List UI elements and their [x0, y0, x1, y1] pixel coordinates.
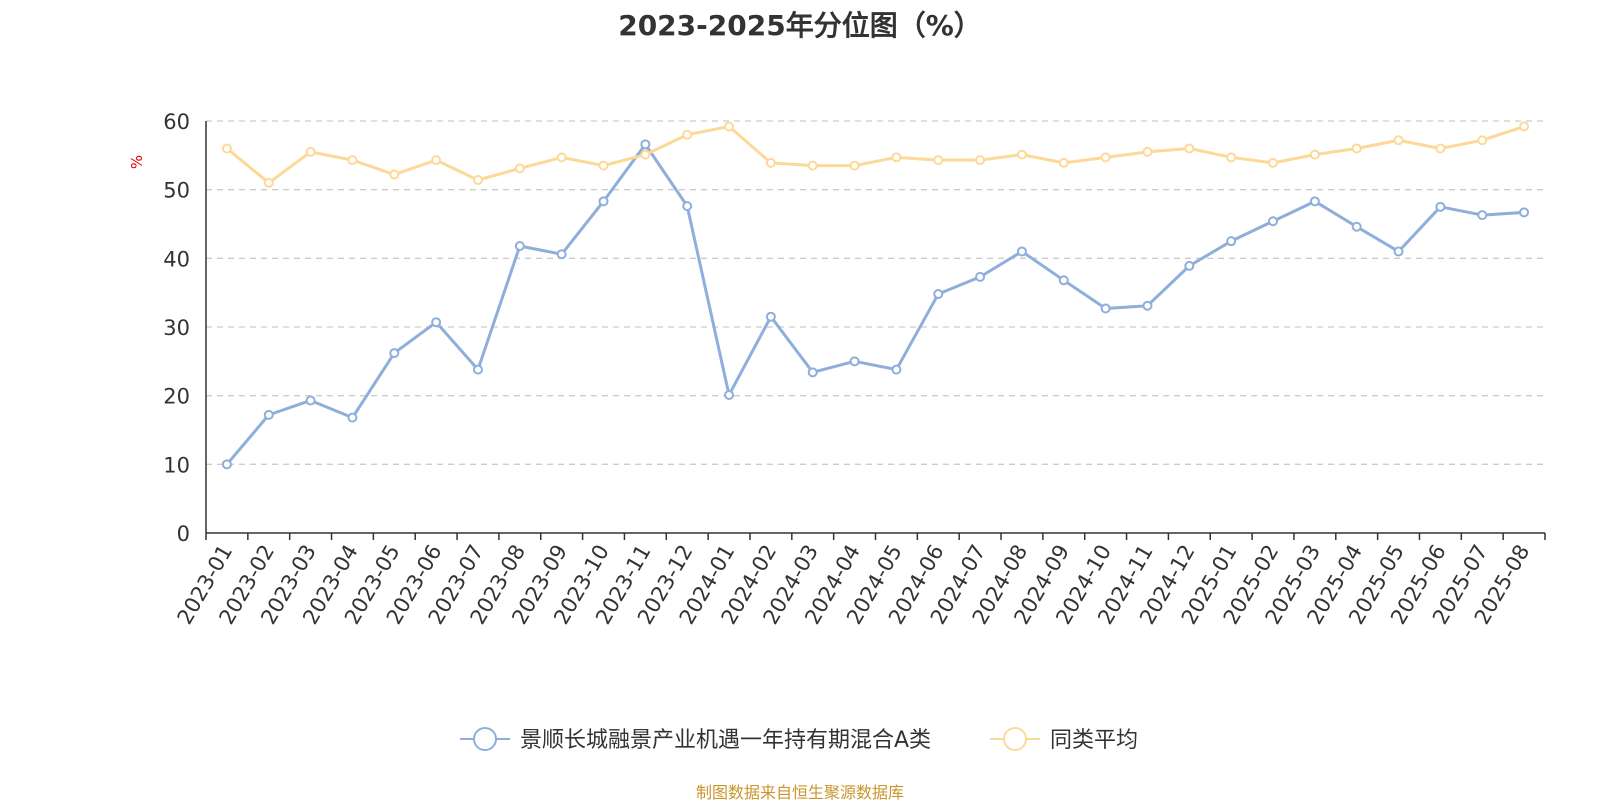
- data-point[interactable]: [682, 201, 693, 212]
- source-note: 制图数据来自恒生聚源数据库: [695, 783, 904, 802]
- data-point[interactable]: [891, 364, 902, 375]
- data-point[interactable]: [1268, 157, 1279, 168]
- data-point[interactable]: [1142, 300, 1153, 311]
- data-point[interactable]: [1058, 275, 1069, 286]
- data-point[interactable]: [765, 157, 776, 168]
- data-point[interactable]: [1519, 121, 1530, 132]
- data-point[interactable]: [1519, 207, 1530, 218]
- data-point[interactable]: [933, 155, 944, 166]
- data-point[interactable]: [1226, 236, 1237, 247]
- data-point[interactable]: [1142, 146, 1153, 157]
- data-point[interactable]: [221, 143, 232, 154]
- data-point[interactable]: [807, 160, 818, 171]
- data-point[interactable]: [389, 348, 400, 359]
- y-tick-label: 50: [163, 179, 190, 203]
- series-2: [221, 121, 1530, 188]
- data-point[interactable]: [472, 364, 483, 375]
- y-tick-labels: 0 10 20 30 40 50 60: [163, 110, 190, 546]
- legend-label: 景顺长城融景产业机遇一年持有期混合A类: [520, 728, 931, 753]
- y-tick-label: 60: [163, 110, 190, 134]
- data-point[interactable]: [347, 155, 358, 166]
- y-tick-label: 30: [163, 316, 190, 340]
- y-tick-label: 40: [163, 247, 190, 271]
- legend[interactable]: 景顺长城融景产业机遇一年持有期混合A类 同类平均: [460, 727, 1138, 753]
- data-point[interactable]: [347, 412, 358, 423]
- data-point[interactable]: [431, 155, 442, 166]
- legend-label: 同类平均: [1050, 728, 1138, 753]
- data-point[interactable]: [1016, 246, 1027, 257]
- data-point[interactable]: [1393, 246, 1404, 257]
- data-point[interactable]: [1226, 152, 1237, 163]
- data-point[interactable]: [514, 240, 525, 251]
- data-point[interactable]: [263, 409, 274, 420]
- data-point[interactable]: [556, 152, 567, 163]
- data-point[interactable]: [598, 196, 609, 207]
- data-point[interactable]: [598, 160, 609, 171]
- legend-marker: [473, 727, 497, 751]
- series-line: [225, 124, 1526, 185]
- data-point[interactable]: [1100, 303, 1111, 314]
- x-tick-labels: 2023-012023-022023-032023-042023-052023-…: [173, 541, 1535, 629]
- y-axis-unit-label: %: [128, 155, 146, 169]
- data-point[interactable]: [765, 311, 776, 322]
- data-point[interactable]: [849, 160, 860, 171]
- data-point[interactable]: [263, 177, 274, 188]
- data-point[interactable]: [1016, 149, 1027, 160]
- data-point[interactable]: [807, 367, 818, 378]
- data-point[interactable]: [724, 121, 735, 132]
- data-point[interactable]: [1351, 143, 1362, 154]
- data-point[interactable]: [849, 356, 860, 367]
- data-point[interactable]: [556, 249, 567, 260]
- data-point[interactable]: [640, 139, 651, 150]
- series-1: [221, 139, 1530, 470]
- data-point[interactable]: [933, 289, 944, 300]
- data-point[interactable]: [1268, 216, 1279, 227]
- data-point[interactable]: [472, 175, 483, 186]
- data-point[interactable]: [891, 152, 902, 163]
- y-tick-label: 10: [163, 453, 190, 477]
- data-point[interactable]: [1435, 201, 1446, 212]
- data-point[interactable]: [305, 395, 316, 406]
- chart-title: 2023-2025年分位图（%）: [618, 9, 982, 42]
- axes: [205, 121, 1546, 540]
- data-point[interactable]: [975, 271, 986, 282]
- data-point[interactable]: [1184, 260, 1195, 271]
- data-point[interactable]: [1058, 157, 1069, 168]
- legend-marker: [1003, 727, 1027, 751]
- legend-item-2[interactable]: 同类平均: [990, 727, 1138, 753]
- data-point[interactable]: [1435, 143, 1446, 154]
- data-point[interactable]: [1309, 196, 1320, 207]
- data-point[interactable]: [514, 163, 525, 174]
- data-point[interactable]: [975, 155, 986, 166]
- data-point[interactable]: [1393, 135, 1404, 146]
- series-lines: [221, 121, 1530, 470]
- data-point[interactable]: [221, 459, 232, 470]
- data-point[interactable]: [389, 169, 400, 180]
- y-tick-label: 0: [177, 522, 190, 546]
- data-point[interactable]: [431, 317, 442, 328]
- data-point[interactable]: [1477, 135, 1488, 146]
- data-point[interactable]: [1309, 149, 1320, 160]
- data-point[interactable]: [640, 149, 651, 160]
- data-point[interactable]: [682, 129, 693, 140]
- grid-lines: [206, 120, 1545, 465]
- data-point[interactable]: [305, 146, 316, 157]
- data-point[interactable]: [1184, 143, 1195, 154]
- data-point[interactable]: [1477, 210, 1488, 221]
- data-point[interactable]: [1100, 152, 1111, 163]
- data-point[interactable]: [724, 389, 735, 400]
- data-point[interactable]: [1351, 221, 1362, 232]
- legend-item-1[interactable]: 景顺长城融景产业机遇一年持有期混合A类: [460, 727, 931, 753]
- y-tick-label: 20: [163, 385, 190, 409]
- series-line: [225, 142, 1526, 466]
